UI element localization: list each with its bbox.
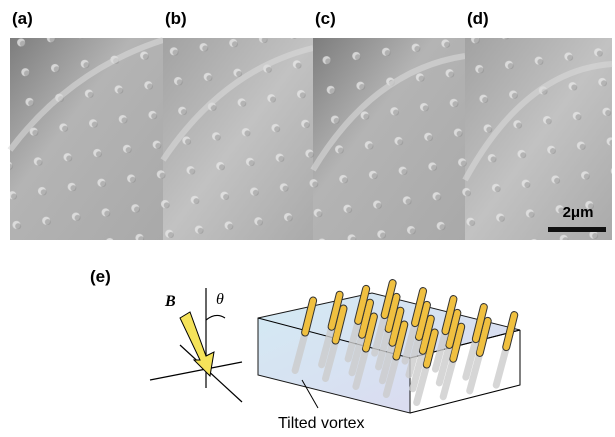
scale-bar (548, 227, 606, 232)
micrograph-texture (10, 38, 163, 240)
micrograph-texture (163, 38, 313, 240)
micrograph-panels: (a) (b) (c) (d) (10, 9, 612, 240)
panel-label: (c) (315, 9, 336, 28)
panel-label: (e) (90, 267, 111, 286)
caption: Tilted vortex (278, 415, 365, 432)
field-label: B (164, 293, 176, 310)
panel-label: (b) (165, 9, 187, 28)
figure: (a) (b) (c) (d) 2μm (e) B θ Tilted vortex (0, 0, 615, 437)
panel-label: (d) (467, 9, 489, 28)
scale-bar-label: 2μm (563, 204, 594, 221)
angle-label: θ (216, 291, 224, 308)
field-arrow (180, 312, 214, 376)
vortex-rod-fill (506, 315, 514, 347)
panel-label: (a) (12, 9, 33, 28)
